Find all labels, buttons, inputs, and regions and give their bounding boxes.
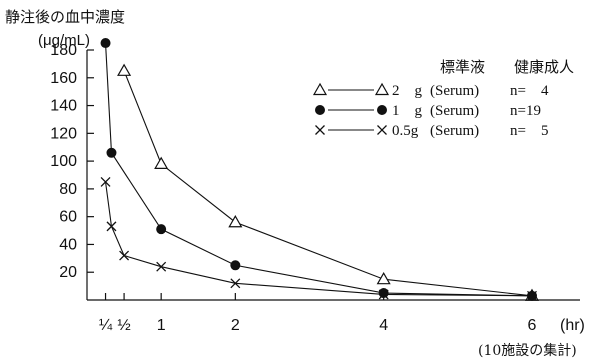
- data-point-triangle: [154, 156, 169, 169]
- x-tick-label: 4: [379, 317, 388, 334]
- legend-marker: [374, 82, 390, 96]
- chart-title: 静注後の血中濃度: [5, 8, 125, 26]
- legend-dose: 2 g: [392, 83, 423, 99]
- y-tick-label: 20: [59, 264, 77, 281]
- y-tick-label: 180: [50, 42, 77, 59]
- y-tick-label: 40: [59, 236, 77, 253]
- legend-row-circle: 1 g (Serum) n=19: [315, 103, 541, 119]
- data-point-cross: [527, 290, 537, 301]
- data-point-circle: [100, 38, 111, 49]
- legend-fluid: (Serum): [430, 83, 479, 99]
- x-tick-label: ¼: [99, 317, 113, 334]
- series-layer: [100, 38, 540, 301]
- legend-marker: [315, 105, 325, 115]
- footnote: (10施設の集計): [478, 342, 577, 359]
- series-circle: [100, 38, 537, 301]
- y-tick-label: 80: [59, 181, 77, 198]
- y-tick-label: 160: [50, 70, 77, 87]
- legend-header-subjects: 健康成人: [514, 58, 574, 76]
- data-point-triangle: [376, 271, 391, 285]
- data-point-cross: [119, 250, 130, 261]
- series-triangle: [117, 63, 540, 301]
- legend-row-triangle: 2 g (Serum) n= 4: [312, 82, 549, 99]
- legend-fluid: (Serum): [430, 103, 479, 119]
- data-point-circle: [378, 288, 389, 299]
- data-point-triangle: [117, 63, 132, 76]
- y-ticks: 20 40 60 80 100 120 140 160 180: [50, 42, 94, 281]
- series-line: [104, 43, 533, 297]
- data-point-circle: [106, 147, 117, 158]
- legend-fluid: (Serum): [430, 123, 479, 139]
- data-point-cross: [106, 221, 117, 232]
- legend-marker: [312, 82, 328, 96]
- legend-header-fluid: 標準液: [440, 58, 485, 76]
- x-tick-label: 6: [528, 317, 537, 334]
- legend-dose: 0.5g: [392, 123, 419, 139]
- data-point-cross: [156, 261, 167, 272]
- data-point-cross: [230, 278, 241, 289]
- y-tick-label: 120: [50, 125, 77, 142]
- legend-marker: [377, 105, 387, 115]
- y-tick-label: 100: [50, 153, 77, 170]
- data-point-circle: [156, 224, 167, 235]
- series-line: [104, 181, 533, 297]
- legend: 標準液 健康成人 2 g (Serum) n= 4 1 g (Serum) n=19 0.5…: [312, 58, 574, 139]
- legend-row-cross: 0.5g (Serum) n= 5: [315, 123, 548, 139]
- data-point-cross: [378, 289, 389, 300]
- x-tick-label: ½: [117, 317, 130, 334]
- legend-subjects: n= 4: [510, 83, 549, 99]
- legend-dose: 1 g: [392, 103, 423, 119]
- data-point-cross: [100, 176, 111, 187]
- y-tick-label: 140: [50, 98, 77, 115]
- y-tick-label: 60: [59, 209, 77, 226]
- x-tick-label: 2: [231, 317, 240, 334]
- legend-subjects: n=19: [510, 103, 541, 119]
- legend-subjects: n= 5: [510, 123, 548, 139]
- data-point-circle: [230, 260, 241, 271]
- x-tick-label: 1: [157, 317, 166, 334]
- data-point-triangle: [228, 215, 243, 228]
- legend-marker: [315, 125, 325, 135]
- series-cross: [100, 176, 537, 301]
- legend-marker: [377, 125, 387, 135]
- y-axis-unit: (μg/mL): [38, 32, 90, 49]
- x-axis-unit: (hr): [560, 317, 585, 334]
